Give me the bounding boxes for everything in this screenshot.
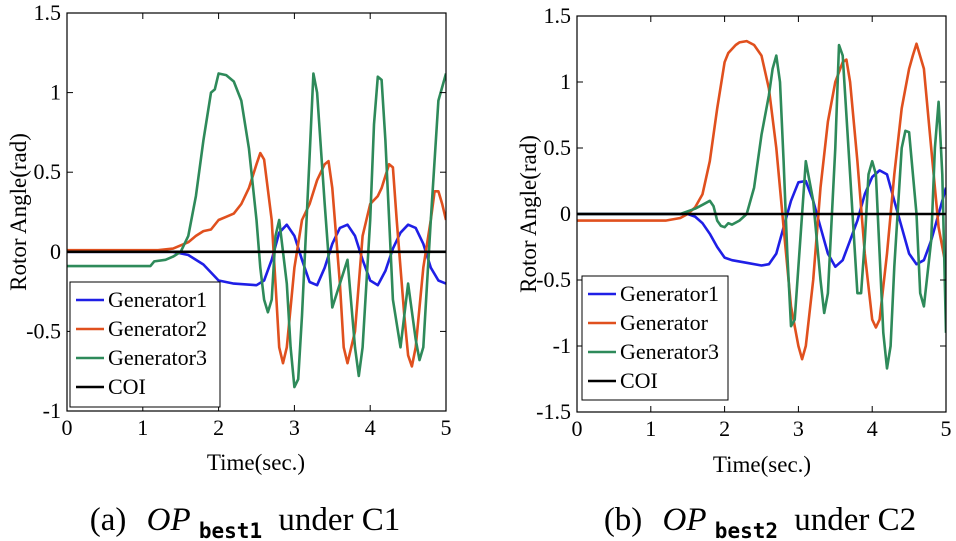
x-tick-label-a-4: 4	[365, 415, 376, 440]
x-tick-label-a-1: 1	[137, 415, 148, 440]
axis-ticks-a: 0 1 2 3 4 5 -1 -0.5 0 0.5 1 1.5	[26, 0, 451, 440]
x-axis-label-a: Time(sec.)	[207, 450, 305, 475]
caption-b: (b) OP best2 under C2	[604, 502, 916, 541]
y-tick-label-b-5: 1	[560, 69, 571, 94]
x-tick-label-b-1: 1	[645, 416, 656, 441]
series-line-b-generator3	[577, 43, 946, 370]
series-line-b-generator	[577, 39, 946, 361]
x-tick-label-a-2: 2	[213, 415, 224, 440]
y-tick-label-a-1: -0.5	[26, 318, 61, 343]
series-line-a-generator1	[67, 223, 446, 287]
y-tick-label-b-6: 1.5	[544, 3, 572, 28]
caption-a-prefix: (a)	[90, 502, 127, 538]
legend-label-b-coi: COI	[620, 368, 658, 393]
y-tick-label-b-1: -1	[553, 333, 571, 358]
x-tick-label-a-3: 3	[289, 415, 300, 440]
series-line-a-generator3	[67, 72, 446, 389]
x-tick-label-b-2: 2	[719, 416, 730, 441]
caption-b-op: OP	[663, 502, 707, 538]
caption-a-sub: best1	[199, 519, 262, 541]
legend-label-a-generator1: Generator1	[108, 287, 207, 312]
y-tick-label-b-0: -1.5	[536, 399, 571, 424]
legend-label-b-generator1: Generator1	[620, 281, 719, 306]
caption-a-op: OP	[147, 502, 191, 538]
x-tick-label-a-5: 5	[441, 415, 452, 440]
caption-b-suffix: under C2	[794, 502, 916, 538]
y-tick-label-b-2: -0.5	[536, 267, 571, 292]
legend-label-a-coi: COI	[108, 374, 146, 399]
plot-area-b	[577, 39, 946, 370]
y-tick-label-a-2: 0	[50, 239, 61, 264]
y-tick-label-a-5: 1.5	[34, 0, 62, 25]
series-line-b-generator1	[577, 169, 946, 269]
caption-b-sub: best2	[715, 519, 778, 541]
series-line-a-generator2	[67, 151, 446, 368]
legend-label-a-generator3: Generator3	[108, 345, 207, 370]
legend-label-b-generator3: Generator3	[620, 339, 719, 364]
caption-a: (a) OP best1 under C1	[90, 502, 401, 541]
y-tick-label-b-4: 0.5	[544, 135, 572, 160]
y-tick-label-a-0: -1	[43, 398, 61, 423]
x-axis-label-b: Time(sec.)	[713, 452, 811, 477]
y-tick-label-b-3: 0	[560, 201, 571, 226]
x-tick-label-a-0: 0	[62, 415, 73, 440]
chart-panel-a: 0 1 2 3 4 5 -1 -0.5 0 0.5 1 1.5 Time(sec.) Rotor An…	[6, 0, 452, 541]
caption-b-prefix: (b)	[604, 502, 642, 538]
axes-frame-a	[66, 12, 447, 412]
y-axis-label-b: Rotor Angle(rad)	[516, 135, 541, 293]
y-axis-label-a: Rotor Angle(rad)	[6, 133, 31, 291]
x-tick-label-b-4: 4	[867, 416, 878, 441]
x-tick-label-b-5: 5	[941, 416, 952, 441]
caption-a-suffix: under C1	[278, 502, 400, 538]
y-tick-label-a-4: 1	[50, 80, 61, 105]
chart-panel-b: 0 1 2 3 4 5 -1.5 -1 -0.5 0 0.5 1 1.5 Time(sec.) Roto…	[516, 3, 952, 541]
x-tick-label-b-3: 3	[793, 416, 804, 441]
legend-b: Generator1 Generator Generator3 COI	[581, 275, 729, 401]
axis-ticks-b: 0 1 2 3 4 5 -1.5 -1 -0.5 0 0.5 1 1.5	[536, 3, 951, 441]
plot-area-a	[67, 72, 446, 389]
x-tick-label-b-0: 0	[572, 416, 583, 441]
y-tick-label-a-3: 0.5	[34, 159, 62, 184]
legend-label-b-generator: Generator	[620, 310, 709, 335]
legend-label-a-generator2: Generator2	[108, 316, 207, 341]
legend-box-b	[581, 275, 729, 401]
legend-a: Generator1 Generator2 Generator3 COI	[69, 281, 221, 408]
